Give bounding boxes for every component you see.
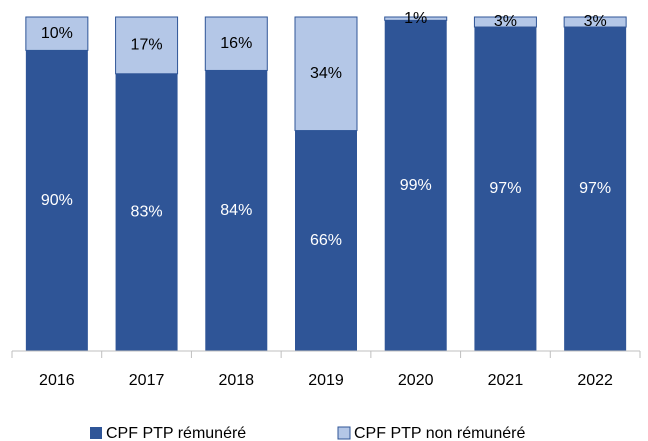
legend-swatch bbox=[90, 427, 102, 439]
data-label: 10% bbox=[41, 25, 73, 42]
x-tick-label: 2021 bbox=[488, 372, 524, 389]
legend-label: CPF PTP rémunéré bbox=[106, 425, 246, 441]
data-label: 97% bbox=[489, 180, 521, 197]
data-label: 83% bbox=[131, 204, 163, 221]
data-label: 16% bbox=[220, 35, 252, 52]
data-label: 84% bbox=[220, 202, 252, 219]
bar-segment bbox=[25, 50, 88, 352]
x-tick-label: 2019 bbox=[308, 372, 344, 389]
bar-segment bbox=[563, 16, 627, 28]
legend-label: CPF PTP non rémunéré bbox=[354, 425, 525, 441]
x-tick-label: 2018 bbox=[218, 372, 254, 389]
data-label: 66% bbox=[310, 232, 342, 249]
x-tick-label: 2022 bbox=[577, 372, 613, 389]
x-tick-label: 2020 bbox=[398, 372, 434, 389]
x-tick-label: 2017 bbox=[129, 372, 165, 389]
bar-segment bbox=[25, 16, 89, 51]
data-label: 90% bbox=[41, 192, 73, 209]
bar-segment bbox=[205, 70, 268, 351]
data-label: 99% bbox=[400, 177, 432, 194]
bar-segment bbox=[473, 16, 537, 28]
bar-segment bbox=[115, 16, 179, 75]
bar-segment bbox=[294, 16, 358, 132]
bar-segment bbox=[204, 16, 268, 71]
data-label: 34% bbox=[310, 65, 342, 82]
data-label: 3% bbox=[584, 13, 607, 30]
bar-segment bbox=[115, 73, 178, 351]
bar-segment bbox=[384, 20, 447, 352]
bar-segment bbox=[295, 130, 357, 351]
bar-segment bbox=[564, 27, 627, 352]
data-label: 17% bbox=[131, 37, 163, 54]
bar-segment bbox=[384, 16, 448, 21]
data-label: 1% bbox=[404, 10, 427, 27]
bar-segment bbox=[474, 27, 537, 352]
x-tick-label: 2016 bbox=[39, 372, 75, 389]
data-label: 3% bbox=[494, 13, 517, 30]
legend-swatch bbox=[337, 426, 351, 440]
data-label: 97% bbox=[579, 180, 611, 197]
